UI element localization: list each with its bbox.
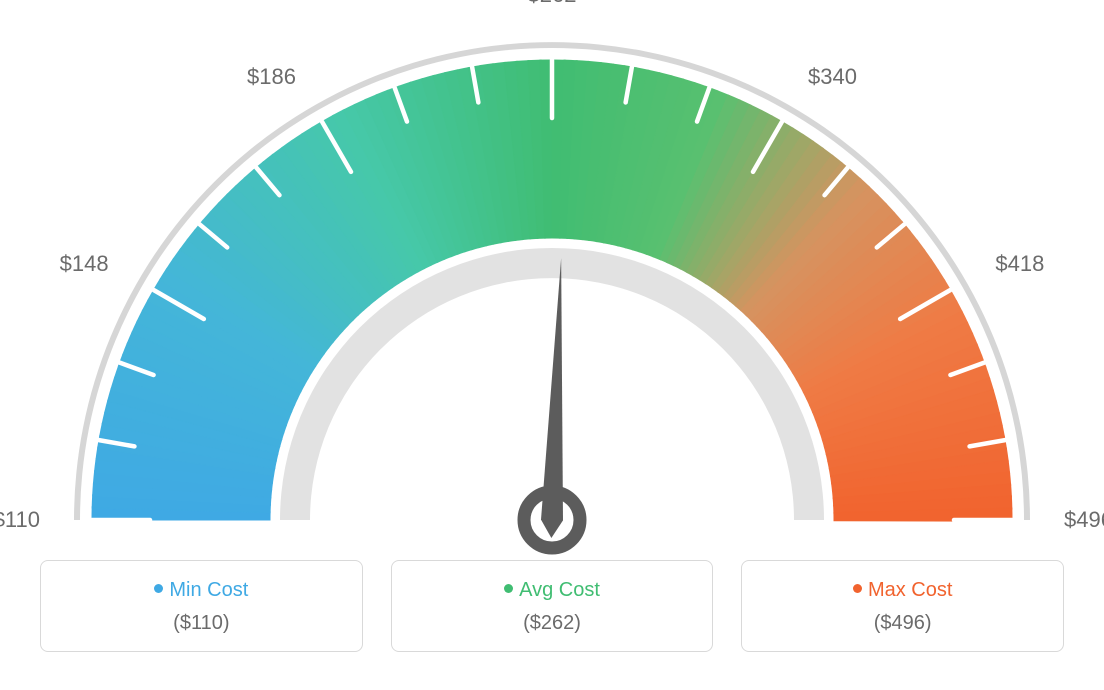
avg-cost-box: Avg Cost ($262) [391,560,714,652]
avg-cost-label: Avg Cost [519,579,600,601]
scale-label: $148 [60,251,109,277]
avg-dot-icon [504,584,513,593]
gauge-chart: $110 $148 $186 $262 $340 $418 $496 [0,0,1104,560]
max-cost-box: Max Cost ($496) [741,560,1064,652]
max-dot-icon [853,584,862,593]
min-cost-box: Min Cost ($110) [40,560,363,652]
scale-label: $186 [247,64,296,90]
scale-label: $110 [0,507,40,533]
avg-cost-value: ($262) [402,612,703,635]
max-cost-title: Max Cost [752,579,1053,602]
min-cost-value: ($110) [51,612,352,635]
gauge-svg [0,0,1104,560]
max-cost-label: Max Cost [868,579,952,601]
avg-cost-title: Avg Cost [402,579,703,602]
scale-label: $262 [528,0,577,8]
max-cost-value: ($496) [752,612,1053,635]
min-cost-title: Min Cost [51,579,352,602]
summary-row: Min Cost ($110) Avg Cost ($262) Max Cost… [0,560,1104,652]
scale-label: $496 [1064,507,1104,533]
scale-label: $340 [808,64,857,90]
scale-label: $418 [995,251,1044,277]
min-cost-label: Min Cost [169,579,248,601]
min-dot-icon [154,584,163,593]
